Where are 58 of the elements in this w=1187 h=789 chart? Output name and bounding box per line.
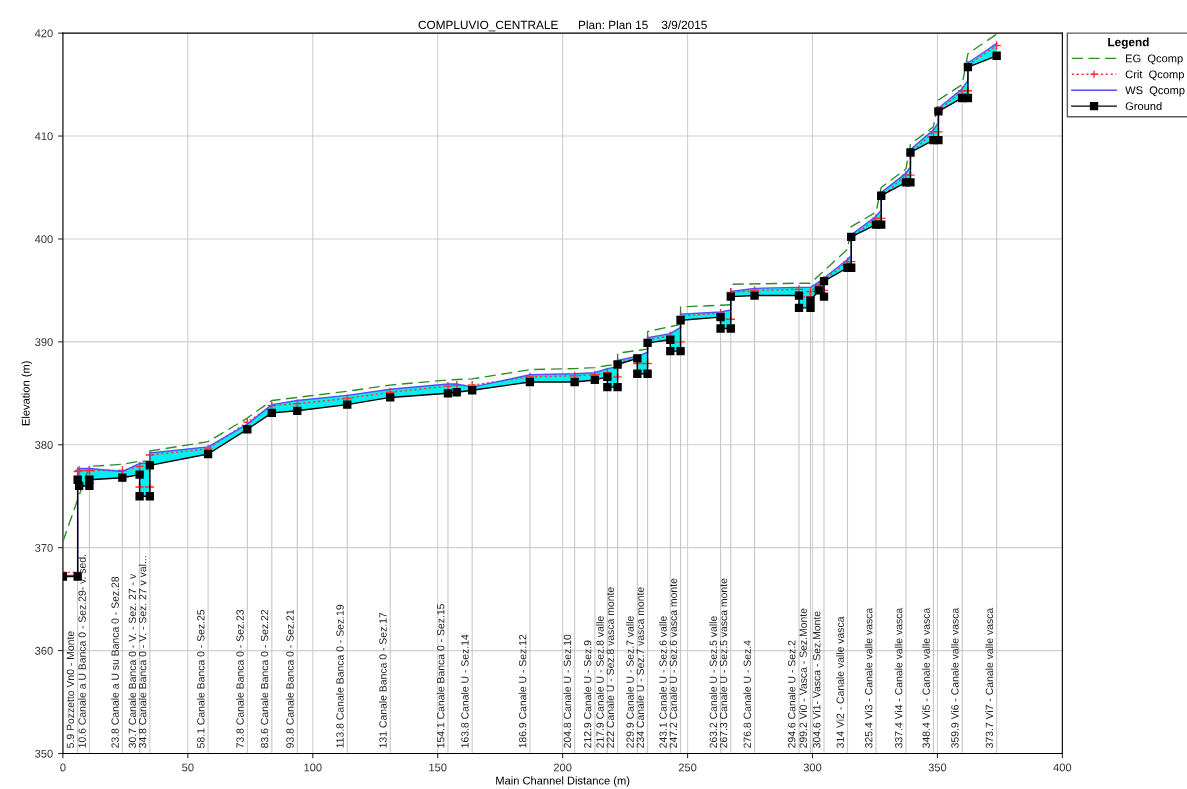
annotation: 34.8 Canale Banca 0 - V. - Sez. 27 v val...: [138, 556, 147, 748]
x-tick-label: 150: [429, 763, 447, 772]
annotation: 229.9 Canale U - Sez.7 valle: [626, 616, 634, 748]
legend-label: Ground: [1125, 101, 1162, 111]
y-tick-label: 390: [35, 338, 53, 346]
annotation: 73.8 Canale Banca 0 - Sez.23: [236, 609, 244, 748]
x-tick-label: 100: [304, 763, 322, 772]
annotation: 154.1 Canale Banca 0 - Sez.15: [436, 604, 445, 748]
chart-title: COMPLUVIO_CENTRALE Plan: Plan 15 3/9/2015: [418, 20, 707, 32]
annotation: 93.8 Canale Banca 0 - Sez.21: [286, 609, 294, 748]
x-tick-label: 200: [553, 763, 572, 772]
annotation: 276.8 Canale U - Sez.4: [743, 640, 751, 748]
x-tick-label: 300: [803, 763, 822, 772]
legend-label: WS Qcomp: [1125, 86, 1185, 97]
annotation: 131 Canale Banca 0 - Sez.17: [379, 612, 387, 748]
annotation: 217.9 Canale U - Sez.8 valle: [596, 616, 604, 748]
annotation: 299.2 Vi0 - Vasca - Sez.Monte: [799, 608, 807, 748]
x-tick-label: 250: [678, 763, 697, 772]
x-tick-label: 350: [928, 763, 947, 772]
y-tick-label: 360: [35, 646, 53, 655]
annotation: 222 Canale U - Sez.8 vasca monte: [606, 587, 615, 748]
y-tick-label: 400: [34, 235, 53, 244]
y-tick-label: 380: [35, 441, 53, 449]
annotation: 243.1 Canale U - Sez.6 valle: [659, 616, 667, 748]
annotation: 163.8 Canale U - Sez.14: [460, 634, 469, 748]
legend-label: Crit Qcomp: [1125, 70, 1184, 81]
annotation: 212.9 Canale U - Sez.9: [583, 640, 592, 748]
legend-label: EG Qcomp: [1126, 54, 1183, 65]
x-tick-label: 0: [60, 763, 66, 772]
annotation: 30.7 Canale Banca 0 - V. - Sez. 27 - v: [128, 573, 137, 748]
annotation: 325.4 Vi3 - Canale valle vasca: [864, 607, 873, 748]
y-tick-label: 420: [34, 29, 53, 38]
x-tick-label: 400: [1053, 763, 1072, 772]
annotation: 83.6 Canale Banca 0 - Sez.22: [260, 609, 269, 748]
annotation: 294.6 Canale U - Sez.2: [787, 640, 796, 748]
annotation: 373.7 Vi7 - Canale valle vasca: [985, 607, 994, 748]
annotation: 204.8 Canale U - Sez.10: [563, 634, 572, 748]
annotation: 348.4 Vi5 - Canale valle vasca: [922, 607, 930, 748]
y-tick-label: 350: [35, 749, 53, 758]
annotation: 337.4 Vi4 - Canale valle vasca: [894, 607, 903, 748]
annotation: 234 Canale U - Sez.7 vasca monte: [636, 587, 645, 748]
legend-title: Legend: [1108, 37, 1149, 49]
annotation: 247.2 Canale U - Sez.6 vasca monte: [669, 578, 678, 748]
annotation: 186.9 Canale U - Sez.12: [518, 634, 527, 748]
annotation: 304.6 Vi1- Vasca - Sez.Monte: [812, 611, 821, 748]
annotation: 267.3 Canale U - Sez.5 vasca monte: [719, 578, 728, 748]
annotation: 113.8 Canale Banca 0 - Sez.19: [336, 604, 344, 748]
x-axis-title: Main Channel Distance (m): [496, 776, 630, 787]
y-tick-label: 370: [35, 543, 53, 552]
annotation: 23.8 Canale a U su Banca 0 - Sez.28: [111, 576, 119, 748]
annotation: 359.9 Vi6 - Canale valle vasca: [950, 607, 959, 748]
x-tick-label: 50: [182, 763, 194, 772]
y-tick-label: 410: [34, 132, 53, 141]
annotation: 58.1 Canale Banca 0 - Sez.25: [196, 609, 205, 748]
y-axis-title: Elevation (m): [21, 361, 32, 426]
annotation: 5.9 Pozzetto Vn0 - Monte: [66, 631, 75, 748]
annotation: 263.2 Canale U - Sez.5 valle: [709, 616, 717, 748]
annotation: 314 Vi2 - Canale valle vasca: [836, 616, 844, 748]
